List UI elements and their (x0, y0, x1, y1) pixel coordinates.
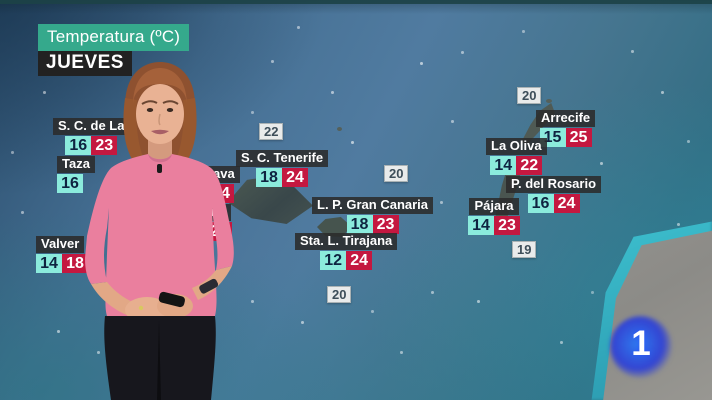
station-name: La Oliva (486, 138, 547, 155)
station-arrecife: Arrecife 15 25 (536, 110, 596, 147)
islet-dot-2 (337, 127, 342, 131)
temp-min: 16 (65, 136, 92, 155)
station-name: S. C. de La (53, 118, 130, 135)
temp-max: 23 (494, 216, 520, 235)
station-la-oliva: La Oliva 14 22 (486, 138, 547, 175)
sea-temp: 19 (512, 241, 537, 258)
station-name: Sta. L. Tirajana (295, 233, 398, 250)
temps: 16 23 (65, 136, 118, 155)
station-p-del-rosario: P. del Rosario 16 24 (506, 176, 602, 213)
station-lp-gran-canaria: L. P. Gran Canaria 18 23 (312, 197, 434, 234)
temps: 18 23 (346, 215, 399, 234)
station-name: Taza (57, 156, 95, 173)
temp-min: 12 (320, 251, 347, 270)
logo-glow (610, 316, 672, 378)
temps: 12 24 (320, 251, 373, 270)
temp-min: 16 (57, 174, 83, 193)
station-sta-l-tirajana: Sta. L. Tirajana 12 24 (295, 233, 398, 270)
temp-max: 24 (346, 251, 373, 270)
temp-min: 14 (468, 216, 494, 235)
station-pajara: Pájara 14 23 (468, 198, 520, 235)
sea-temp: 20 (517, 87, 542, 104)
temp-max: 25 (565, 128, 592, 147)
temp-min: 14 (490, 156, 517, 175)
temp-max: 24 (282, 168, 309, 187)
station-valverde: Valver 14 18 (36, 236, 88, 273)
station-tazacorte: Taza 16 (57, 156, 95, 193)
island-gran-canaria (317, 217, 351, 237)
temp-min: 18 (256, 168, 283, 187)
temps: 14 23 (468, 216, 520, 235)
station-name: Arrecife (536, 110, 596, 127)
temps: 16 24 (527, 194, 580, 213)
temp-max: 22 (516, 156, 543, 175)
channel-logo: 1 (610, 316, 672, 378)
day-badge: JUEVES (38, 51, 132, 76)
logo-number: 1 (631, 324, 651, 363)
temp-max: 24 (553, 194, 580, 213)
clicker-remote (158, 291, 185, 308)
wristwatch (199, 278, 219, 294)
weather-presenter (75, 58, 245, 400)
temp-min: 16 (527, 194, 554, 213)
temp-max: 23 (91, 136, 118, 155)
top-strip (0, 0, 712, 4)
ring (138, 305, 144, 311)
temp-max: 23 (372, 215, 399, 234)
temps: 14 22 (490, 156, 543, 175)
presenter-sweater (85, 154, 234, 316)
station-name: Pájara (469, 198, 519, 215)
station-name: Valver (36, 236, 85, 253)
temp-min: 14 (36, 254, 62, 273)
temp-max: 18 (62, 254, 88, 273)
temps: 14 18 (36, 254, 88, 273)
lapel-microphone (157, 164, 162, 173)
temps: 18 24 (256, 168, 309, 187)
islet-dot-1 (546, 99, 552, 103)
page-title: Temperatura (ºC) (38, 24, 190, 51)
map-speckles (0, 0, 1, 1)
header: Temperatura (ºC) JUEVES (38, 24, 190, 76)
station-sc-tenerife: S. C. Tenerife 18 24 (236, 150, 329, 187)
presenter-trousers (104, 316, 216, 400)
temps: 16 (57, 174, 83, 193)
station-sc-de-la-palma: S. C. de La 16 23 (53, 118, 130, 155)
temps: 15 25 (539, 128, 592, 147)
station-name: L. P. Gran Canaria (312, 197, 434, 214)
sea-temp: 22 (259, 123, 284, 140)
station-name: P. del Rosario (506, 176, 602, 193)
sea-temp: 20 (327, 286, 352, 303)
station-name: S. C. Tenerife (236, 150, 329, 167)
sea-temp: 20 (384, 165, 409, 182)
temp-min: 18 (346, 215, 373, 234)
